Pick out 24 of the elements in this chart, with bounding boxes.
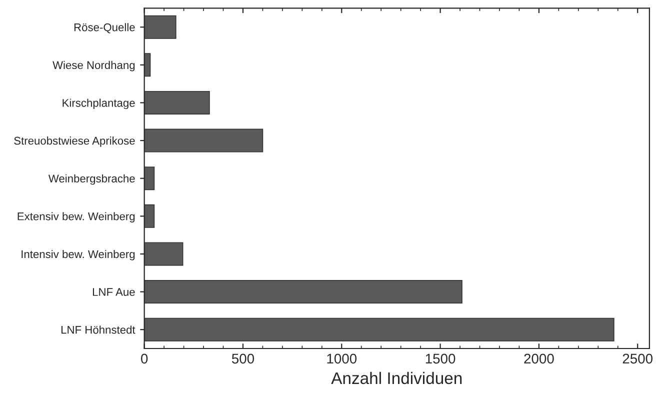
- y-tick-label: Weinbergsbrache: [48, 174, 135, 185]
- x-axis-title: Anzahl Individuen: [331, 372, 462, 384]
- bar: [144, 242, 184, 266]
- y-tick-label: Streuobstwiese Aprikose: [14, 136, 135, 147]
- y-tick-label: LNF Aue: [92, 288, 135, 296]
- x-tick-label: 500: [232, 354, 254, 364]
- bar: [144, 128, 264, 152]
- y-tick-label: Wiese Nordhang: [52, 60, 135, 72]
- bar: [144, 204, 155, 228]
- bar: [144, 280, 462, 304]
- y-tick-label: Röse-Quelle: [74, 23, 135, 34]
- x-tick-label: 0: [141, 354, 148, 364]
- y-tick-label: Intensiv bew. Weinberg: [22, 250, 135, 260]
- y-tick-label: Extensiv bew. Weinberg: [18, 212, 135, 222]
- y-tick-label: Kirschplantage: [62, 98, 135, 110]
- bar: [144, 15, 176, 39]
- bar: [144, 166, 155, 190]
- x-tick-label: 1000: [327, 354, 357, 364]
- bar: [144, 318, 614, 342]
- x-tick-label: 2000: [524, 354, 554, 364]
- x-tick-label: 2500: [622, 354, 653, 364]
- bar: [144, 90, 210, 114]
- y-tick-label: LNF Höhnstedt: [61, 326, 136, 334]
- x-tick-label: 1500: [426, 354, 456, 364]
